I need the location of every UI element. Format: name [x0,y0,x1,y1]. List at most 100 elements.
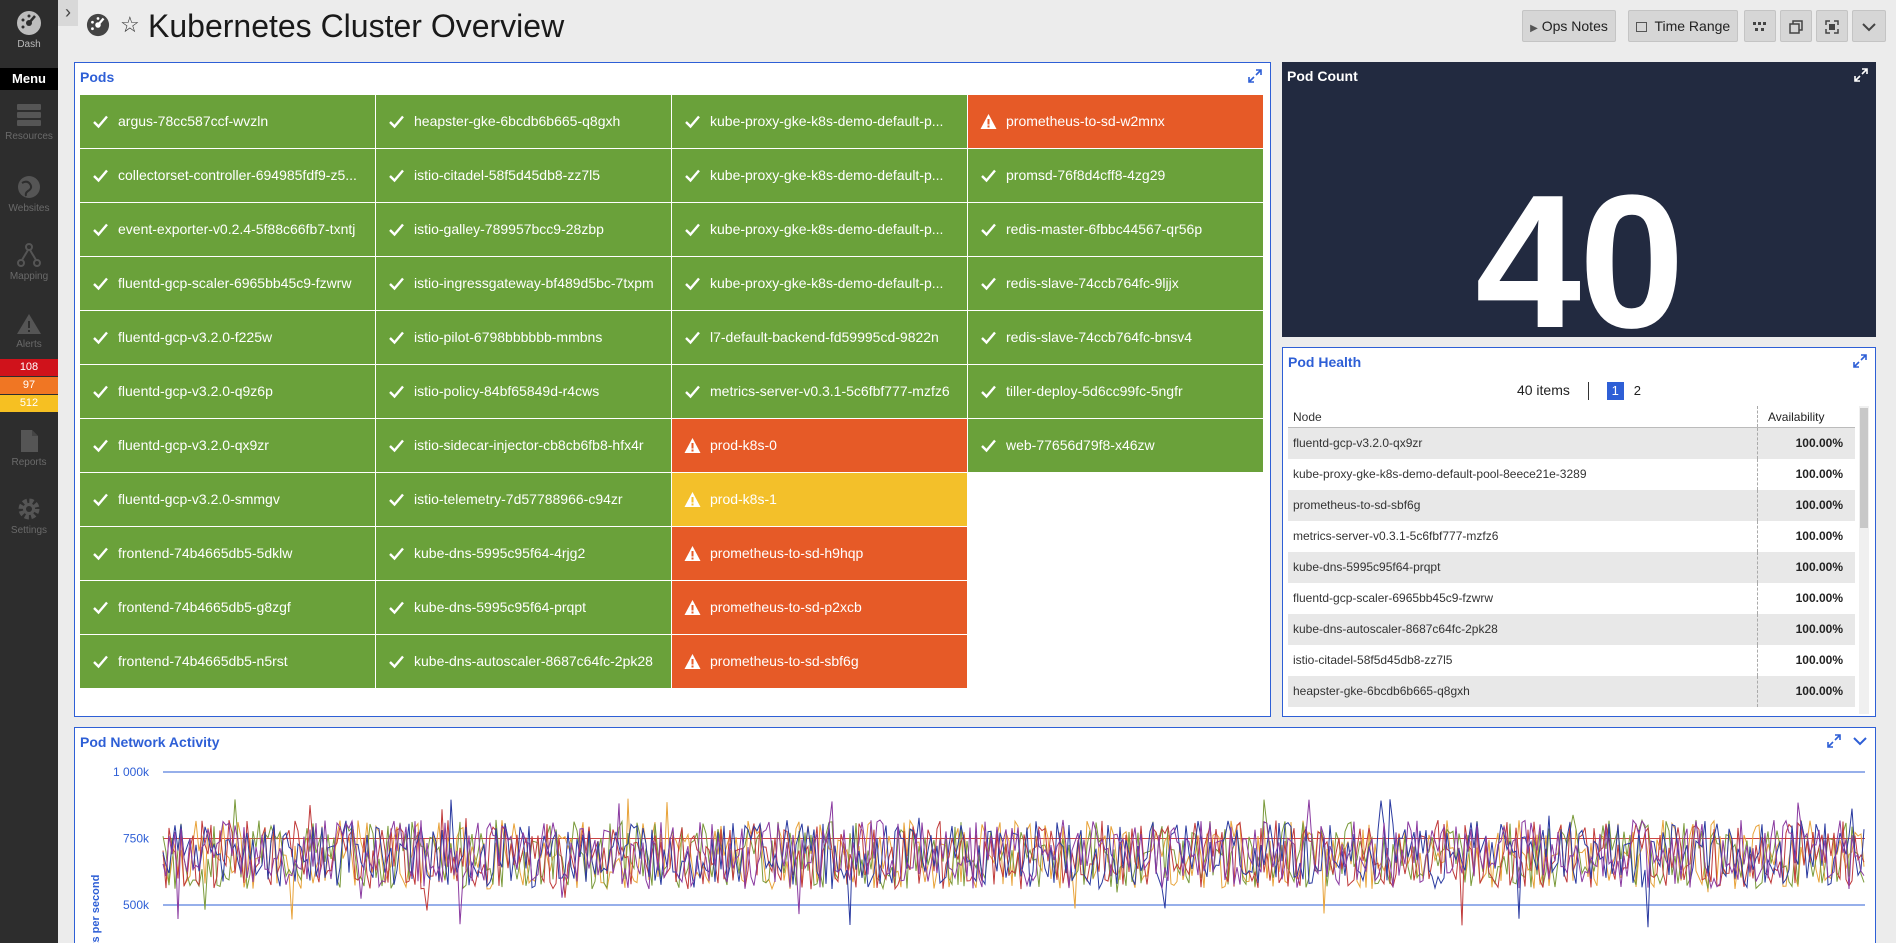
pod-tile[interactable]: web-77656d79f8-x46zw [968,419,1263,472]
pod-tile[interactable]: fluentd-gcp-scaler-6965bb45c9-fzwrw [80,257,375,310]
pod-tile[interactable]: kube-proxy-gke-k8s-demo-default-p... [672,149,967,202]
pod-tile[interactable]: kube-proxy-gke-k8s-demo-default-p... [672,95,967,148]
table-row[interactable]: heapster-gke-6bcdb6b665-q8gxh 100.00% [1288,676,1855,707]
pod-tile[interactable]: metrics-server-v0.3.1-5c6fbf777-mzfz6 [672,365,967,418]
pod-tile[interactable]: fluentd-gcp-v3.2.0-f225w [80,311,375,364]
check-icon [685,385,700,399]
y-tick-label: 750k [123,832,150,846]
pod-tile[interactable]: kube-proxy-gke-k8s-demo-default-p... [672,203,967,256]
pod-tile[interactable]: tiller-deploy-5d6cc99fc-5ngfr [968,365,1263,418]
layout-button[interactable] [1744,10,1776,42]
pod-tile[interactable]: frontend-74b4665db5-5dklw [80,527,375,580]
nav-mapping[interactable]: Mapping [0,242,58,282]
nav-alerts[interactable]: Alerts [0,312,58,350]
pod-tile[interactable]: prometheus-to-sd-p2xcb [672,581,967,634]
more-options-button[interactable] [1852,10,1886,42]
pod-tile[interactable]: kube-dns-5995c95f64-prqpt [376,581,671,634]
pod-tile[interactable]: prod-k8s-0 [672,419,967,472]
nav-resources[interactable]: Resources [0,102,58,142]
pod-tile[interactable]: heapster-gke-6bcdb6b665-q8gxh [376,95,671,148]
check-icon [93,277,108,291]
pod-name: kube-dns-autoscaler-8687c64fc-2pk28 [414,653,653,669]
server-stack-icon [17,104,41,126]
pod-tile[interactable]: fluentd-gcp-v3.2.0-qx9zr [80,419,375,472]
pod-count-title: Pod Count [1287,68,1358,84]
availability-cell: 100.00% [1757,583,1853,614]
menu-button[interactable]: Menu [0,68,58,90]
alert-count-critical[interactable]: 108 [0,359,58,376]
pod-tile[interactable]: istio-pilot-6798bbbbbb-mmbns [376,311,671,364]
favorite-star-icon[interactable]: ☆ [120,12,140,37]
pod-tile[interactable]: frontend-74b4665db5-g8zgf [80,581,375,634]
pod-tile[interactable]: prod-k8s-1 [672,473,967,526]
expand-icon[interactable] [1853,354,1867,368]
pod-name: promsd-76f8d4cff8-4zg29 [1006,167,1166,183]
table-row[interactable]: prometheus-to-sd-sbf6g 100.00% [1288,490,1855,521]
pod-tile[interactable]: argus-78cc587ccf-wvzln [80,95,375,148]
fullscreen-button[interactable] [1816,10,1848,42]
check-icon [93,115,108,129]
table-row[interactable]: kube-dns-autoscaler-8687c64fc-2pk28 100.0… [1288,614,1855,645]
pod-tile[interactable]: kube-dns-autoscaler-8687c64fc-2pk28 [376,635,671,688]
pod-count-value: 40 [1475,156,1684,368]
pod-tile[interactable]: istio-sidecar-injector-cb8cb6fb8-hfx4r [376,419,671,472]
nav-reports[interactable]: Reports [0,428,58,468]
node-cell: prometheus-to-sd-sbf6g [1293,498,1421,512]
pod-tile[interactable]: collectorset-controller-694985fdf9-z5... [80,149,375,202]
pod-tile[interactable]: fluentd-gcp-v3.2.0-q9z6p [80,365,375,418]
pod-name: redis-slave-74ccb764fc-bnsv4 [1006,329,1192,345]
pod-tile[interactable]: prometheus-to-sd-h9hqp [672,527,967,580]
pod-tile[interactable]: event-exporter-v0.2.4-5f88c66fb7-txntj [80,203,375,256]
expand-icon[interactable] [1854,68,1868,82]
nav-dash[interactable]: Dash [0,10,58,50]
pod-tile[interactable]: redis-master-6fbbc44567-qr56p [968,203,1263,256]
page-2-button[interactable]: 2 [1633,383,1642,398]
pod-tile[interactable]: redis-slave-74ccb764fc-bnsv4 [968,311,1263,364]
pod-tile[interactable]: istio-galley-789957bcc9-28zbp [376,203,671,256]
pod-tile[interactable]: prometheus-to-sd-sbf6g [672,635,967,688]
expand-icon[interactable] [1248,69,1262,83]
nav-settings-label: Settings [10,525,48,536]
nav-websites[interactable]: Websites [0,174,58,214]
pod-tile[interactable]: redis-slave-74ccb764fc-9ljjx [968,257,1263,310]
pod-tile[interactable]: kube-dns-5995c95f64-4rjg2 [376,527,671,580]
expand-icon[interactable] [1827,734,1841,748]
table-row[interactable]: kube-dns-5995c95f64-prqpt 100.00% [1288,552,1855,583]
table-row[interactable]: fluentd-gcp-v3.2.0-qx9zr 100.00% [1288,428,1855,459]
pod-tile[interactable]: frontend-74b4665db5-n5rst [80,635,375,688]
chevron-down-icon[interactable] [1853,734,1867,748]
pod-tile[interactable]: kube-proxy-gke-k8s-demo-default-p... [672,257,967,310]
pod-tile[interactable]: istio-telemetry-7d57788966-c94zr [376,473,671,526]
nav-settings[interactable]: Settings [0,496,58,536]
scrollbar[interactable] [1859,406,1869,714]
alert-count-error[interactable]: 97 [0,377,58,394]
pod-tile[interactable]: istio-policy-84bf65849d-r4cws [376,365,671,418]
ops-notes-button[interactable]: ▶ Ops Notes [1522,10,1616,42]
node-cell: heapster-gke-6bcdb6b665-q8gxh [1293,684,1470,698]
pod-name: redis-master-6fbbc44567-qr56p [1006,221,1203,237]
pod-tile[interactable]: istio-ingressgateway-bf489d5bc-7txpm [376,257,671,310]
table-row[interactable]: metrics-server-v0.3.1-5c6fbf777-mzfz6 100… [1288,521,1855,552]
pod-tile[interactable]: istio-citadel-58f5d45db8-zz7l5 [376,149,671,202]
series-line [162,799,1865,925]
collapse-nav-chevron-icon[interactable]: › [58,0,78,26]
availability-cell: 100.00% [1757,428,1853,459]
column-header-node[interactable]: Node [1293,410,1322,424]
scrollbar-thumb[interactable] [1860,408,1868,528]
table-row[interactable]: kube-proxy-gke-k8s-demo-default-pool-8ee… [1288,459,1855,490]
pod-tile[interactable]: prometheus-to-sd-w2mnx [968,95,1263,148]
alert-count-warning[interactable]: 512 [0,395,58,412]
pod-tile[interactable]: fluentd-gcp-v3.2.0-smmgv [80,473,375,526]
check-icon [93,547,108,561]
dashboard-icon [17,11,41,35]
clone-button[interactable] [1780,10,1812,42]
column-header-availability[interactable]: Availability [1757,406,1853,427]
warning-triangle-icon [684,654,701,669]
pods-widget-title: Pods [80,69,115,85]
pod-tile[interactable]: l7-default-backend-fd59995cd-9822n [672,311,967,364]
table-row[interactable]: fluentd-gcp-scaler-6965bb45c9-fzwrw 100.0… [1288,583,1855,614]
time-range-button[interactable]: Time Range [1628,10,1738,42]
page-1-button[interactable]: 1 [1606,382,1624,400]
pod-tile[interactable]: promsd-76f8d4cff8-4zg29 [968,149,1263,202]
table-row[interactable]: istio-citadel-58f5d45db8-zz7l5 100.00% [1288,645,1855,676]
